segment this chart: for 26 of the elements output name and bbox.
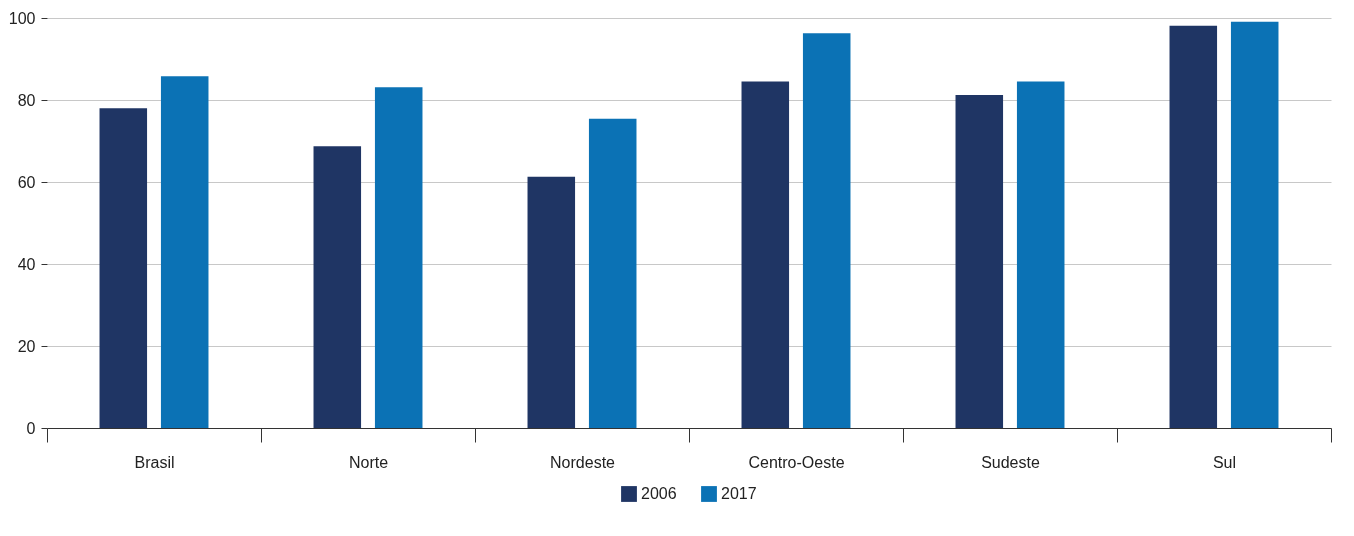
x-tick-label: Sudeste xyxy=(981,453,1040,471)
legend-label: 2006 xyxy=(641,485,677,502)
y-tick-label: 40 xyxy=(17,255,36,273)
y-tick-label: 60 xyxy=(17,173,36,191)
bar xyxy=(1016,81,1065,428)
bar xyxy=(99,108,148,428)
legend-label: 2017 xyxy=(721,485,757,502)
y-tick-label: 20 xyxy=(17,337,36,355)
y-tick-label: 100 xyxy=(8,9,36,27)
x-tick-label: Sul xyxy=(1212,453,1237,471)
x-tick-label: Norte xyxy=(348,453,389,471)
y-tick-label: 80 xyxy=(17,91,36,109)
x-tick-label: Centro-Oeste xyxy=(748,453,845,471)
x-tick-label: Brasil xyxy=(134,453,175,471)
bar xyxy=(160,76,209,428)
bar xyxy=(527,176,576,428)
bar xyxy=(802,33,851,428)
bar xyxy=(588,118,637,428)
bar xyxy=(1230,21,1279,428)
x-tick-label: Nordeste xyxy=(550,453,616,471)
bar xyxy=(1169,25,1218,428)
bar xyxy=(313,146,362,428)
bar xyxy=(955,95,1004,428)
bar xyxy=(741,81,790,428)
y-tick-label: 0 xyxy=(26,419,36,437)
bar xyxy=(374,87,423,428)
